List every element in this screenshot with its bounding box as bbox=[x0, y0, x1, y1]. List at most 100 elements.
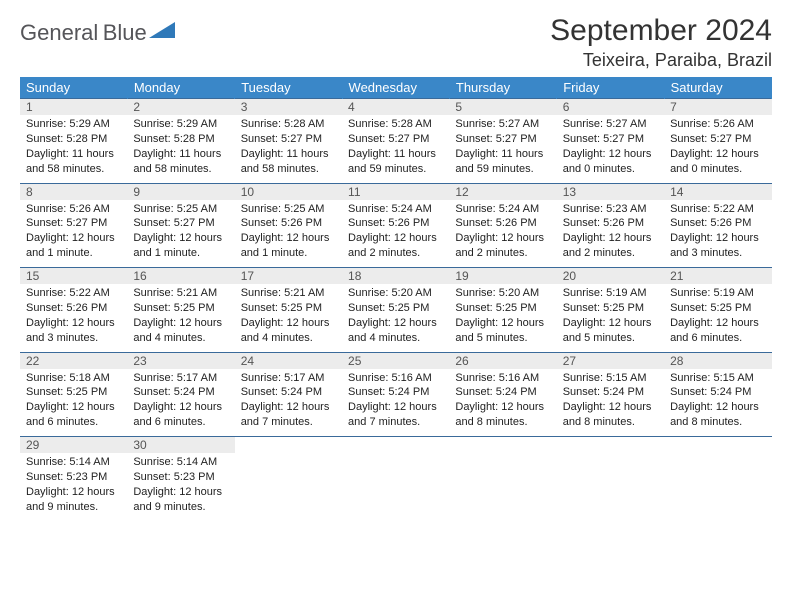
sunrise-line: Sunrise: 5:28 AM bbox=[241, 117, 336, 132]
sunset-line: Sunset: 5:27 PM bbox=[455, 132, 550, 147]
daylight-line: Daylight: 12 hours and 4 minutes. bbox=[241, 316, 336, 346]
header: General Blue September 2024 Teixeira, Pa… bbox=[20, 14, 772, 71]
day-header: Sunday bbox=[20, 77, 127, 99]
daylight-line: Daylight: 11 hours and 58 minutes. bbox=[241, 147, 336, 177]
day-header: Friday bbox=[557, 77, 664, 99]
day-content-cell: Sunrise: 5:22 AMSunset: 5:26 PMDaylight:… bbox=[664, 200, 771, 268]
day-content-cell: Sunrise: 5:15 AMSunset: 5:24 PMDaylight:… bbox=[557, 369, 664, 437]
day-content-cell: Sunrise: 5:17 AMSunset: 5:24 PMDaylight:… bbox=[127, 369, 234, 437]
day-header: Thursday bbox=[449, 77, 556, 99]
sunset-line: Sunset: 5:24 PM bbox=[670, 385, 765, 400]
sunset-line: Sunset: 5:24 PM bbox=[133, 385, 228, 400]
day-content-cell: Sunrise: 5:24 AMSunset: 5:26 PMDaylight:… bbox=[449, 200, 556, 268]
sunset-line: Sunset: 5:26 PM bbox=[455, 216, 550, 231]
day-content-cell: Sunrise: 5:21 AMSunset: 5:25 PMDaylight:… bbox=[127, 284, 234, 352]
sunset-line: Sunset: 5:24 PM bbox=[241, 385, 336, 400]
daylight-line: Daylight: 12 hours and 2 minutes. bbox=[563, 231, 658, 261]
day-number-cell: 10 bbox=[235, 183, 342, 200]
sunrise-line: Sunrise: 5:17 AM bbox=[241, 371, 336, 386]
sunrise-line: Sunrise: 5:15 AM bbox=[670, 371, 765, 386]
sunrise-line: Sunrise: 5:16 AM bbox=[348, 371, 443, 386]
day-number-cell: 11 bbox=[342, 183, 449, 200]
sunrise-line: Sunrise: 5:29 AM bbox=[26, 117, 121, 132]
sunset-line: Sunset: 5:27 PM bbox=[26, 216, 121, 231]
sunrise-line: Sunrise: 5:17 AM bbox=[133, 371, 228, 386]
day-number-cell bbox=[235, 437, 342, 454]
day-content-cell: Sunrise: 5:20 AMSunset: 5:25 PMDaylight:… bbox=[449, 284, 556, 352]
daylight-line: Daylight: 12 hours and 1 minute. bbox=[241, 231, 336, 261]
sunset-line: Sunset: 5:23 PM bbox=[133, 470, 228, 485]
daylight-line: Daylight: 12 hours and 8 minutes. bbox=[670, 400, 765, 430]
day-content-cell bbox=[342, 453, 449, 521]
daylight-line: Daylight: 12 hours and 1 minute. bbox=[133, 231, 228, 261]
day-content-row: Sunrise: 5:14 AMSunset: 5:23 PMDaylight:… bbox=[20, 453, 772, 521]
day-number-row: 22232425262728 bbox=[20, 352, 772, 369]
daylight-line: Daylight: 12 hours and 7 minutes. bbox=[241, 400, 336, 430]
daylight-line: Daylight: 12 hours and 9 minutes. bbox=[26, 485, 121, 515]
day-number-cell: 16 bbox=[127, 268, 234, 285]
daylight-line: Daylight: 12 hours and 4 minutes. bbox=[133, 316, 228, 346]
daylight-line: Daylight: 11 hours and 58 minutes. bbox=[133, 147, 228, 177]
sunrise-line: Sunrise: 5:21 AM bbox=[133, 286, 228, 301]
sunrise-line: Sunrise: 5:25 AM bbox=[241, 202, 336, 217]
day-number-cell: 22 bbox=[20, 352, 127, 369]
day-content-cell: Sunrise: 5:29 AMSunset: 5:28 PMDaylight:… bbox=[20, 115, 127, 183]
sunset-line: Sunset: 5:25 PM bbox=[133, 301, 228, 316]
sunset-line: Sunset: 5:24 PM bbox=[348, 385, 443, 400]
day-content-row: Sunrise: 5:29 AMSunset: 5:28 PM Daylight:… bbox=[20, 115, 772, 183]
day-content-cell: Sunrise: 5:27 AMSunset: 5:27 PMDaylight:… bbox=[557, 115, 664, 183]
sunset-line: Sunset: 5:23 PM bbox=[26, 470, 121, 485]
sunset-line: Sunset: 5:26 PM bbox=[563, 216, 658, 231]
sunrise-line: Sunrise: 5:27 AM bbox=[455, 117, 550, 132]
day-content-cell bbox=[664, 453, 771, 521]
brand-name-1: General bbox=[20, 20, 98, 45]
sunset-line: Sunset: 5:27 PM bbox=[348, 132, 443, 147]
daylight-line: Daylight: 12 hours and 3 minutes. bbox=[26, 316, 121, 346]
sunrise-line: Sunrise: 5:14 AM bbox=[133, 455, 228, 470]
day-header: Monday bbox=[127, 77, 234, 99]
day-number-cell: 15 bbox=[20, 268, 127, 285]
daylight-line: Daylight: 12 hours and 7 minutes. bbox=[348, 400, 443, 430]
daylight-line: Daylight: 12 hours and 5 minutes. bbox=[563, 316, 658, 346]
day-content-cell: Sunrise: 5:16 AMSunset: 5:24 PMDaylight:… bbox=[342, 369, 449, 437]
brand-name-2: Blue bbox=[103, 20, 147, 45]
day-number-row: 891011121314 bbox=[20, 183, 772, 200]
sunrise-line: Sunrise: 5:26 AM bbox=[26, 202, 121, 217]
location-label: Teixeira, Paraiba, Brazil bbox=[550, 50, 772, 71]
day-content-cell: Sunrise: 5:29 AMSunset: 5:28 PMDaylight:… bbox=[127, 115, 234, 183]
sunset-line: Sunset: 5:28 PM bbox=[26, 132, 121, 147]
sunset-line: Sunset: 5:27 PM bbox=[563, 132, 658, 147]
sunrise-line: Sunrise: 5:14 AM bbox=[26, 455, 121, 470]
day-number-cell bbox=[664, 437, 771, 454]
day-content-cell: Sunrise: 5:20 AMSunset: 5:25 PMDaylight:… bbox=[342, 284, 449, 352]
day-content-cell: Sunrise: 5:14 AMSunset: 5:23 PMDaylight:… bbox=[20, 453, 127, 521]
day-number-row: 15161718192021 bbox=[20, 268, 772, 285]
sunset-line: Sunset: 5:25 PM bbox=[26, 385, 121, 400]
day-number-cell bbox=[342, 437, 449, 454]
day-number-cell: 2 bbox=[127, 99, 234, 116]
day-header: Wednesday bbox=[342, 77, 449, 99]
day-content-cell: Sunrise: 5:24 AMSunset: 5:26 PMDaylight:… bbox=[342, 200, 449, 268]
day-content-row: Sunrise: 5:18 AMSunset: 5:25 PMDaylight:… bbox=[20, 369, 772, 437]
sunset-line: Sunset: 5:26 PM bbox=[241, 216, 336, 231]
sunrise-line: Sunrise: 5:19 AM bbox=[670, 286, 765, 301]
day-number-cell: 20 bbox=[557, 268, 664, 285]
sunset-line: Sunset: 5:25 PM bbox=[670, 301, 765, 316]
day-number-cell: 28 bbox=[664, 352, 771, 369]
day-content-cell bbox=[235, 453, 342, 521]
day-number-cell: 7 bbox=[664, 99, 771, 116]
sunrise-line: Sunrise: 5:26 AM bbox=[670, 117, 765, 132]
day-content-cell: Sunrise: 5:22 AMSunset: 5:26 PMDaylight:… bbox=[20, 284, 127, 352]
sunrise-line: Sunrise: 5:15 AM bbox=[563, 371, 658, 386]
day-number-cell: 4 bbox=[342, 99, 449, 116]
day-content-row: Sunrise: 5:26 AMSunset: 5:27 PM Daylight:… bbox=[20, 200, 772, 268]
daylight-line: Daylight: 12 hours and 5 minutes. bbox=[455, 316, 550, 346]
day-content-cell: Sunrise: 5:16 AMSunset: 5:24 PMDaylight:… bbox=[449, 369, 556, 437]
sunset-line: Sunset: 5:27 PM bbox=[241, 132, 336, 147]
day-content-row: Sunrise: 5:22 AMSunset: 5:26 PMDaylight:… bbox=[20, 284, 772, 352]
day-header-row: SundayMondayTuesdayWednesdayThursdayFrid… bbox=[20, 77, 772, 99]
day-number-row: 1234567 bbox=[20, 99, 772, 116]
sunrise-line: Sunrise: 5:22 AM bbox=[26, 286, 121, 301]
day-number-cell: 12 bbox=[449, 183, 556, 200]
day-number-cell: 19 bbox=[449, 268, 556, 285]
